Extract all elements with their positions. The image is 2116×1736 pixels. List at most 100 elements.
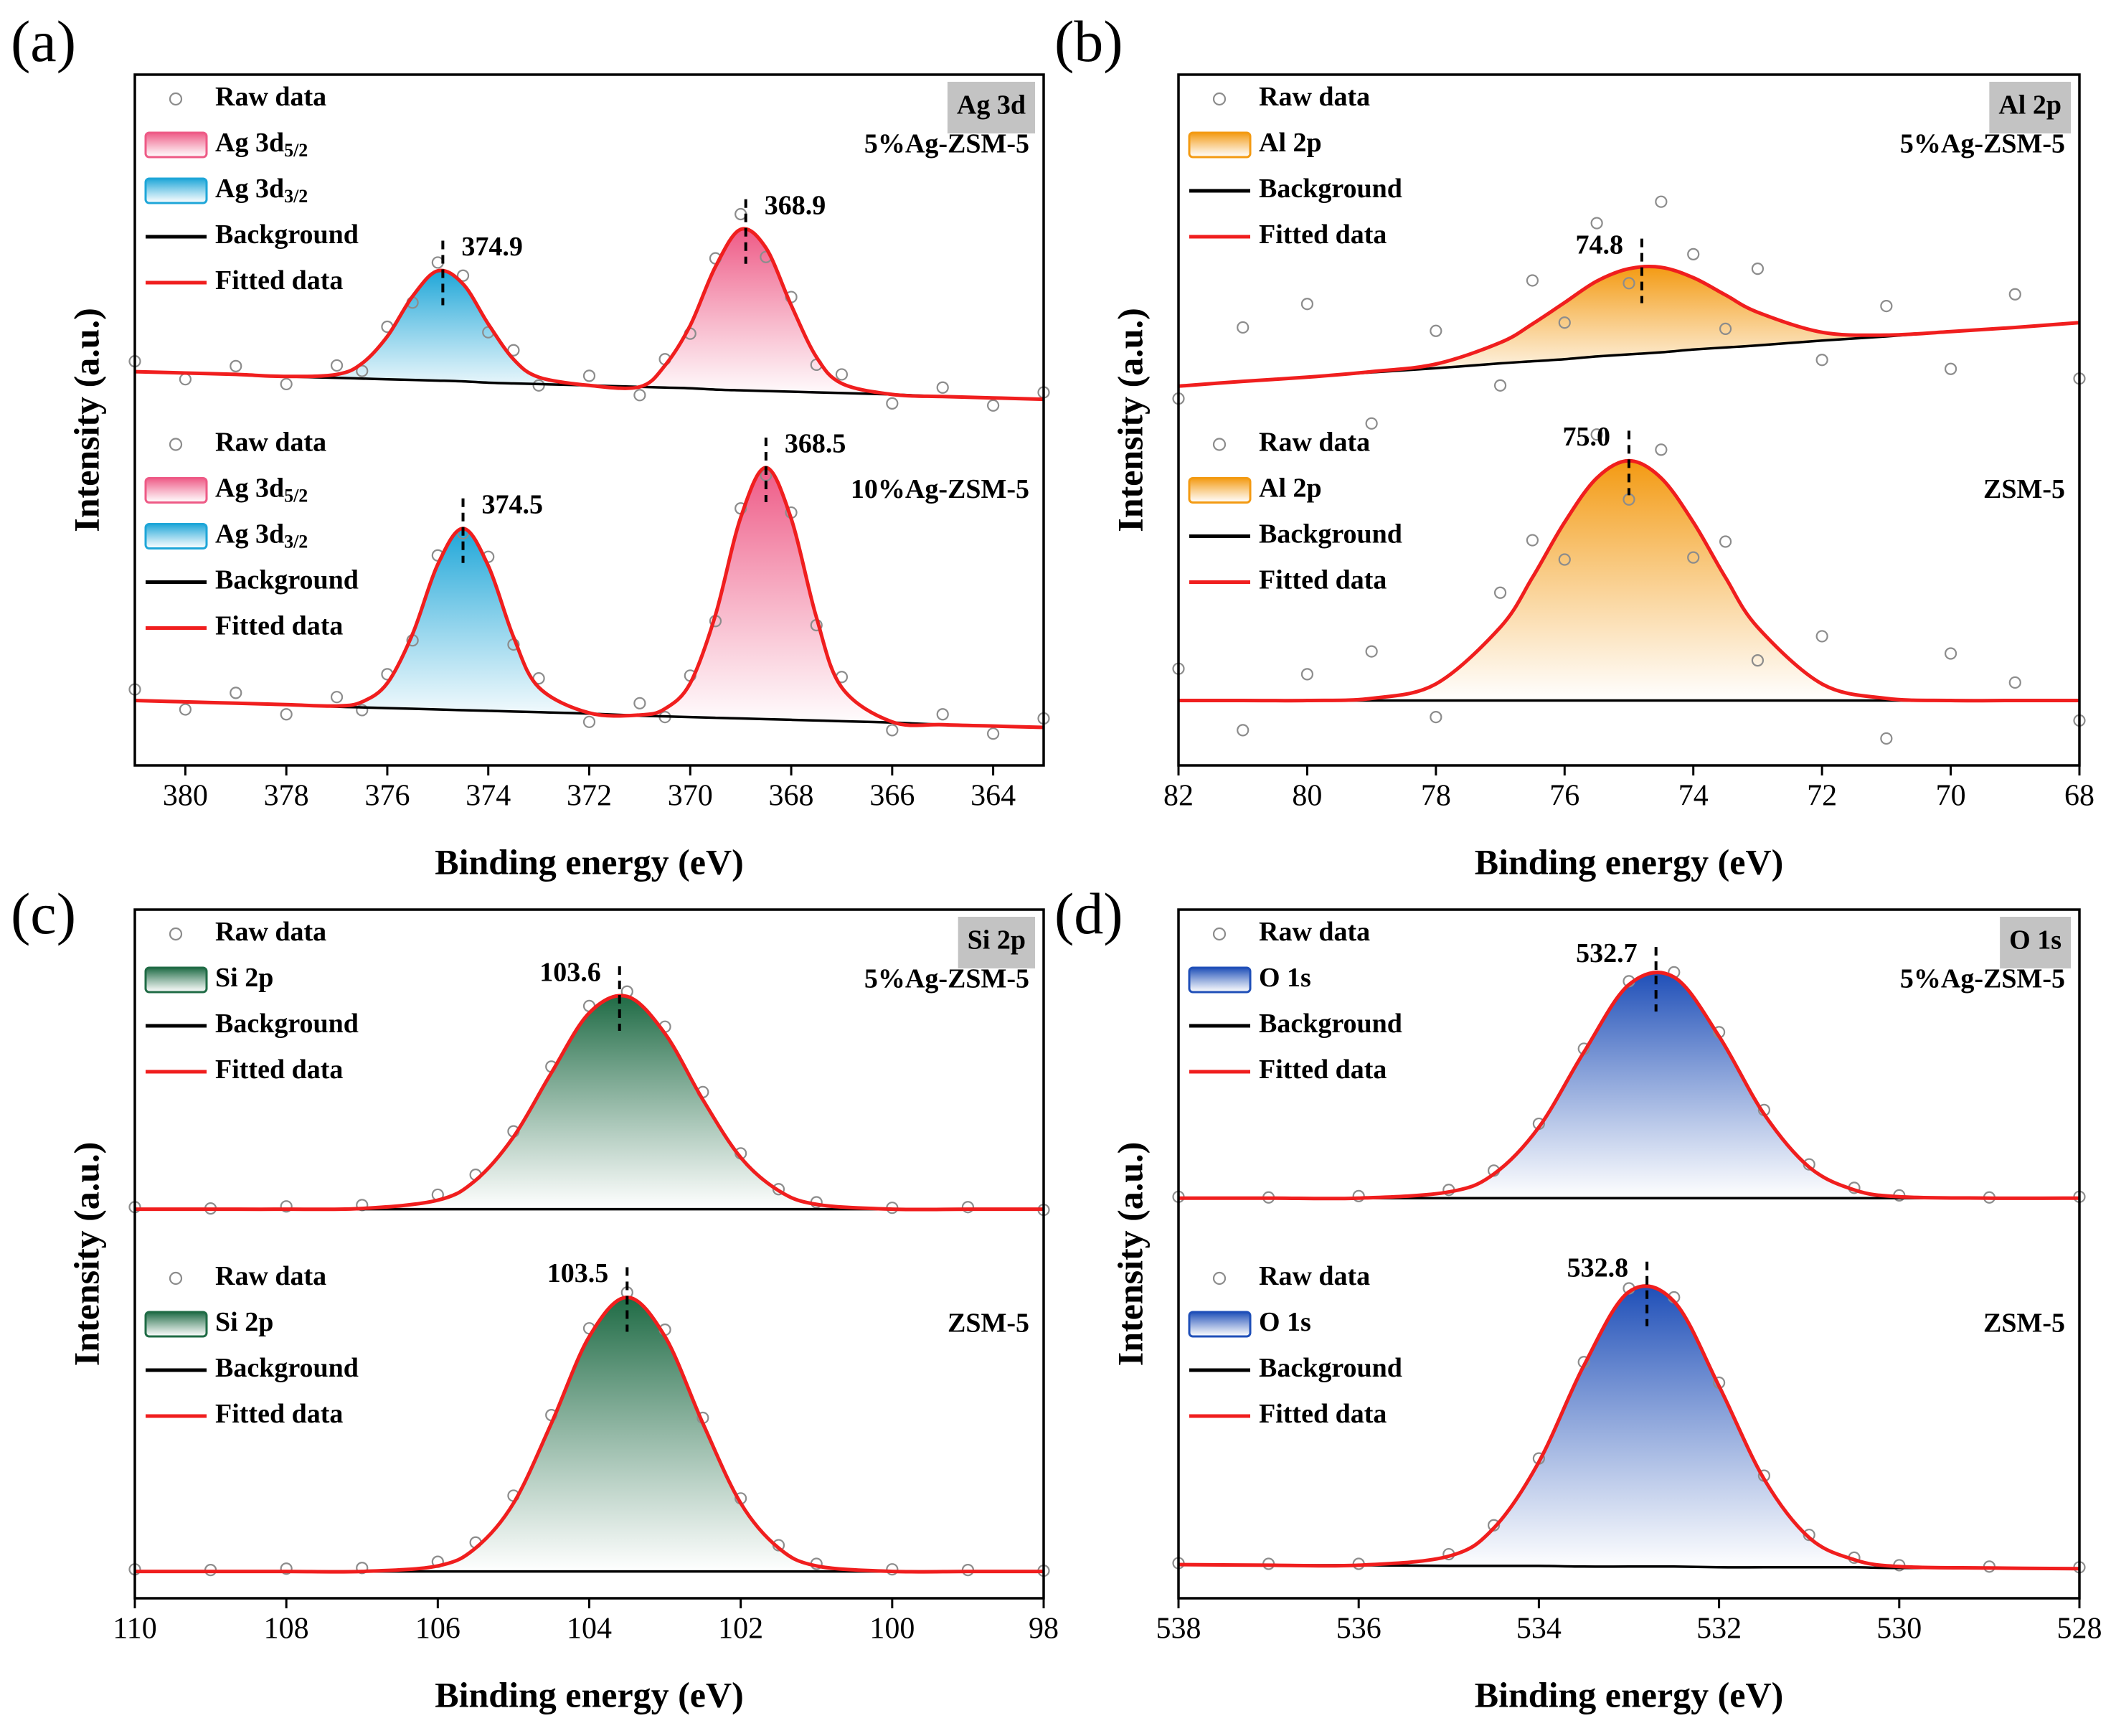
raw-point <box>886 397 899 410</box>
legend-label: Raw data <box>215 427 326 457</box>
legend-name: Si 2p <box>215 963 273 993</box>
sample-label: ZSM-5 <box>1983 474 2065 504</box>
raw-point <box>1655 443 1668 456</box>
legend-label: O 1s <box>1259 1307 1311 1337</box>
legend-label: Fitted data <box>215 1399 343 1429</box>
legend-label: Si 2p <box>215 963 273 993</box>
legend-swatch <box>169 438 183 451</box>
x-tick-label: 370 <box>668 780 713 813</box>
raw-point <box>280 708 293 721</box>
raw-point <box>886 724 899 737</box>
raw-point <box>1623 277 1635 290</box>
raw-point <box>1590 217 1603 230</box>
legend-label: Raw data <box>215 917 326 947</box>
x-axis-label: Binding energy (eV) <box>1475 841 1784 882</box>
legend-label: Background <box>1259 174 1402 204</box>
title-box <box>1989 82 2071 133</box>
sample-label: 5%Ag-ZSM-5 <box>1900 964 2065 994</box>
x-tick-label: 368 <box>769 780 814 813</box>
raw-point <box>987 727 1000 740</box>
panel-label: (c) <box>11 881 76 946</box>
raw-point <box>230 687 242 699</box>
legend-swatch <box>1212 927 1227 941</box>
x-tick-label: 364 <box>970 780 1016 813</box>
legend-label: Fitted data <box>215 610 343 641</box>
legend-label: Ag 3d3/2 <box>215 519 308 552</box>
raw-point <box>2008 676 2021 689</box>
legend-label: Raw data <box>215 1261 326 1291</box>
plot-frame <box>133 73 1045 767</box>
raw-point <box>179 703 192 716</box>
raw-point <box>582 715 596 728</box>
sample-label: 10%Ag-ZSM-5 <box>851 474 1029 504</box>
x-tick-label: 366 <box>869 780 915 813</box>
legend-swatch <box>144 523 208 549</box>
peak-label: 374.5 <box>482 489 544 519</box>
legend-label: Raw data <box>1259 82 1370 112</box>
raw-point <box>356 704 369 717</box>
x-tick-label: 538 <box>1156 1613 1201 1646</box>
legend-name: Ag 3d <box>215 473 284 503</box>
y-axis-label: Intensity (a.u.) <box>66 1142 106 1367</box>
legend-label: Al 2p <box>1259 473 1322 503</box>
raw-point <box>456 269 470 282</box>
x-tick-label: 528 <box>2057 1613 2102 1646</box>
raw-point <box>179 373 192 386</box>
title-box <box>2000 917 2071 968</box>
raw-point <box>886 1563 899 1576</box>
legend-swatch <box>144 477 208 504</box>
legend-label: Background <box>215 220 359 250</box>
sample-label: 5%Ag-ZSM-5 <box>864 129 1029 159</box>
raw-point <box>330 359 344 372</box>
peak-label: 74.8 <box>1575 230 1623 260</box>
raw-point <box>1590 428 1603 441</box>
raw-point <box>1237 724 1250 737</box>
legend-name: Fitted data <box>1259 1399 1387 1429</box>
fitted-line <box>1179 971 2080 1201</box>
legend-name: Fitted data <box>1259 220 1387 250</box>
legend-name: Background <box>1259 519 1402 549</box>
peak-area <box>1179 461 2079 701</box>
peak-label: 75.0 <box>1563 422 1611 452</box>
legend-name: Raw data <box>1259 427 1370 457</box>
legend-name: O 1s <box>1259 963 1311 993</box>
legend-swatch <box>169 92 183 106</box>
legend-name: Background <box>1259 174 1402 204</box>
legend-swatch <box>1188 1311 1252 1338</box>
legend-subscript: 3/2 <box>284 531 308 552</box>
x-tick-label: 106 <box>415 1613 460 1646</box>
y-axis-label: Intensity (a.u.) <box>1110 1142 1150 1367</box>
raw-point <box>1944 647 1957 660</box>
sample-label: ZSM-5 <box>1983 1308 2065 1339</box>
legend-name: Fitted data <box>215 1399 343 1429</box>
x-tick-label: 80 <box>1292 780 1322 813</box>
legend-label: Ag 3d5/2 <box>215 473 308 506</box>
x-tick-label: 74 <box>1678 780 1709 813</box>
legend-name: Fitted data <box>215 1055 343 1085</box>
x-tick-label: 104 <box>567 1613 612 1646</box>
legend-subscript: 5/2 <box>284 140 308 161</box>
legend-swatch <box>1212 92 1227 106</box>
legend-label: Raw data <box>1259 917 1370 947</box>
fitted-line <box>135 994 1044 1212</box>
raw-point <box>1237 321 1250 334</box>
raw-point <box>1430 710 1442 724</box>
raw-point <box>356 1562 369 1575</box>
peak-area <box>135 228 1044 400</box>
x-tick-label: 70 <box>1936 780 1966 813</box>
raw-point <box>1719 322 1732 335</box>
legend-name: Background <box>215 565 359 595</box>
legend-name: Raw data <box>215 427 326 457</box>
legend-label: Background <box>215 1009 359 1039</box>
peak-area <box>135 467 1044 727</box>
legend-label: Raw data <box>215 82 326 112</box>
raw-point <box>1493 379 1507 392</box>
raw-point <box>2008 288 2021 301</box>
legend-name: Background <box>1259 1009 1402 1039</box>
legend-label: Al 2p <box>1259 128 1322 158</box>
x-tick-label: 68 <box>2064 780 2094 813</box>
legend-name: Raw data <box>1259 82 1370 112</box>
raw-point <box>1880 732 1893 745</box>
x-tick-label: 100 <box>869 1613 915 1646</box>
